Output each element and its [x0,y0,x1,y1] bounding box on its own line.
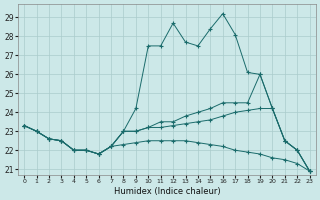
X-axis label: Humidex (Indice chaleur): Humidex (Indice chaleur) [114,187,220,196]
